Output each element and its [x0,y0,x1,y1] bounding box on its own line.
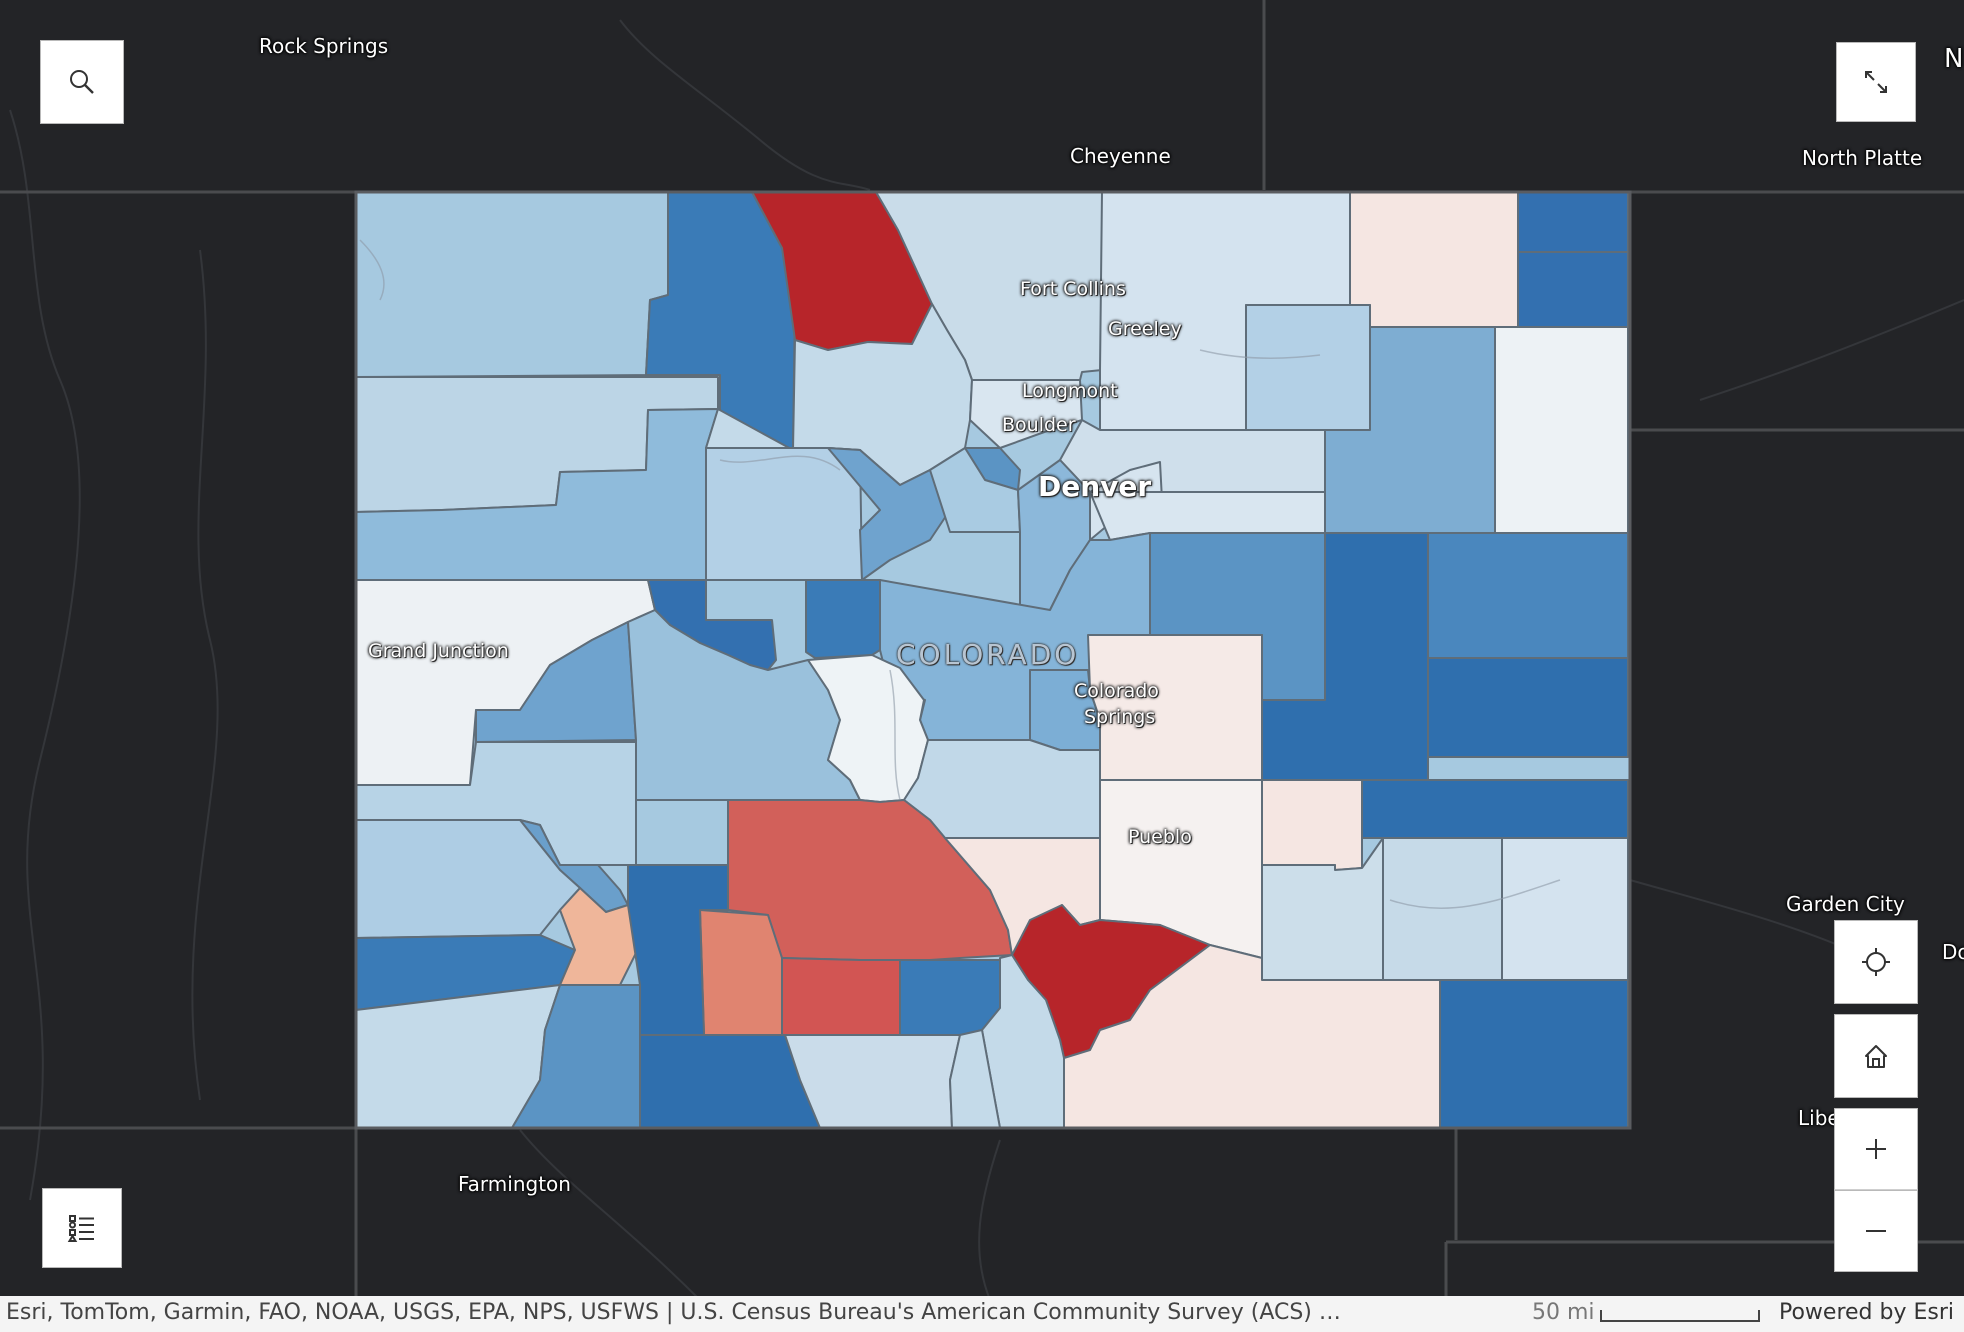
city-label-fort-collins: Fort Collins [1020,278,1126,300]
county-crowley [1261,779,1363,871]
county-bent [1382,837,1503,981]
city-label-pueblo: Pueblo [1128,826,1192,848]
home-button[interactable] [1834,1014,1918,1098]
county-sedgwick [1517,191,1629,253]
background-streams [9,19,1964,1301]
county-moffat [355,191,669,378]
zoom-out-button[interactable] [1834,1190,1918,1272]
scale-label: 50 mi [1532,1300,1595,1325]
county-kiowa [1361,779,1629,839]
search-button[interactable] [40,40,124,124]
powered-by-esri[interactable]: Powered by Esri [1778,1300,1954,1325]
city-label-rock-springs: Rock Springs [259,34,389,58]
city-label-denver: Denver [1038,470,1152,503]
city-label-partial-do: Do [1942,940,1964,964]
colorado-outline [354,190,1632,1130]
city-label-longmont: Longmont [1022,380,1118,402]
county-yuma [1494,326,1629,534]
legend-list-icon [67,1215,94,1242]
inside-streams [359,239,1561,910]
city-label-greeley: Greeley [1108,318,1182,340]
county-phillips [1517,251,1629,328]
county-layer[interactable] [355,191,1631,1129]
attribution-text[interactable]: Esri, TomTom, Garmin, FAO, NOAA, USGS, E… [6,1300,1346,1325]
city-label-north-platte: North Platte [1802,146,1923,170]
county-boulder [969,379,1083,449]
search-icon [70,70,94,94]
city-label-partial-n: N [1944,44,1964,74]
locate-button[interactable] [1834,920,1918,1004]
county-grand [705,303,973,486]
home-icon [1865,1045,1887,1068]
city-label-boulder: Boulder [1002,414,1076,436]
county-cheyenne [1427,657,1629,758]
plus-icon [1866,1139,1886,1159]
city-label-grand-junction: Grand Junction [368,640,509,662]
legend-button[interactable] [42,1188,122,1268]
locate-icon [1862,948,1890,976]
county-summit [827,447,951,581]
county-mineral [781,957,901,1036]
zoom-in-button[interactable] [1834,1108,1918,1190]
county-lake [805,579,881,659]
attribution-bar: Esri, TomTom, Garmin, FAO, NOAA, USGS, E… [0,1296,1964,1332]
county-logan [1349,191,1519,328]
minus-icon [1866,1230,1886,1232]
county-kit-carson [1427,532,1629,659]
county-rio-grande [899,959,1001,1036]
city-label-farmington: Farmington [458,1172,571,1196]
city-label-garden-city: Garden City [1786,892,1905,916]
city-label-colorado-springs-line2: Springs [1084,706,1156,728]
county-morgan [1245,304,1371,431]
city-label-partial-libe: Libe [1798,1106,1840,1130]
fullscreen-button[interactable] [1836,42,1916,122]
state-label-colorado: COLORADO [896,638,1080,671]
county-eagle [705,447,863,581]
expand-icon [1865,71,1887,93]
city-label-cheyenne: Cheyenne [1070,144,1171,168]
scale-bar [1600,1310,1760,1322]
county-hinsdale [699,909,783,1036]
county-prowers [1501,837,1629,981]
county-baca [1439,979,1629,1129]
county-la-plata [511,984,641,1129]
city-label-colorado-springs-line1: Colorado [1074,680,1159,702]
county-san-juan [559,887,641,986]
